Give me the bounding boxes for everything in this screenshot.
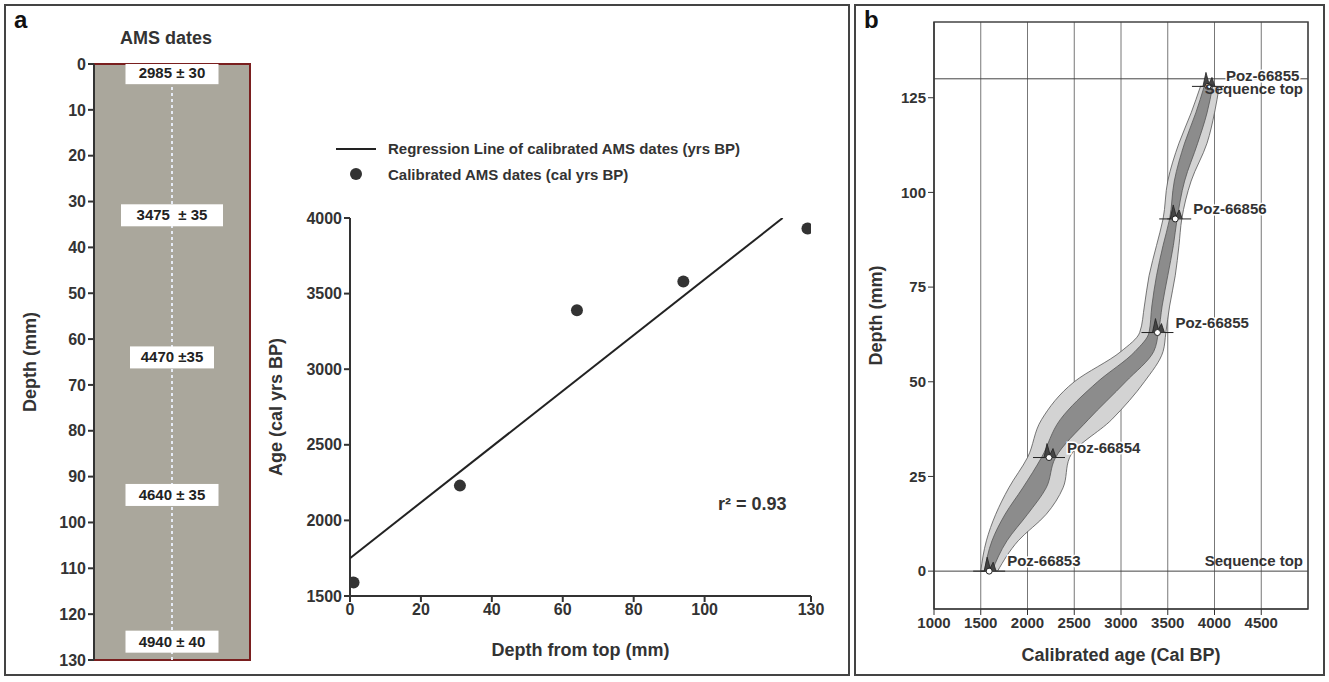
svg-text:Calibrated age (Cal BP): Calibrated age (Cal BP) (1021, 645, 1220, 665)
svg-text:4500: 4500 (1245, 614, 1278, 631)
svg-text:2500: 2500 (1058, 614, 1091, 631)
svg-text:4470 ±35: 4470 ±35 (141, 348, 203, 365)
svg-text:130: 130 (59, 652, 86, 669)
svg-text:30: 30 (68, 193, 86, 210)
svg-text:2000: 2000 (1011, 614, 1044, 631)
html-text:Regression Line of calibrated: Regression Line of calibrated AMS dates … (388, 140, 740, 157)
svg-text:20: 20 (412, 601, 430, 618)
svg-text:100: 100 (59, 514, 86, 531)
svg-text:3000: 3000 (306, 361, 342, 378)
svg-text:120: 120 (59, 606, 86, 623)
svg-text:60: 60 (554, 601, 572, 618)
svg-text:0: 0 (346, 601, 355, 618)
svg-text:80: 80 (625, 601, 643, 618)
svg-text:4000: 4000 (1198, 614, 1231, 631)
svg-text:2500: 2500 (306, 436, 342, 453)
svg-text:100: 100 (691, 601, 718, 618)
svg-text:50: 50 (909, 373, 926, 390)
svg-text:110: 110 (60, 560, 86, 577)
svg-text:60: 60 (68, 331, 86, 348)
svg-text:20: 20 (68, 147, 86, 164)
svg-text:Age (cal yrs BP): Age (cal yrs BP) (266, 338, 286, 476)
svg-text:130: 130 (798, 601, 825, 618)
svg-text:4940 ± 40: 4940 ± 40 (139, 633, 206, 650)
svg-text:90: 90 (68, 468, 86, 485)
svg-text:Poz-66854: Poz-66854 (1067, 439, 1141, 456)
svg-text:0: 0 (918, 562, 926, 579)
html-text:a: a (14, 6, 28, 33)
svg-text:80: 80 (68, 422, 86, 439)
svg-text:2985 ± 30: 2985 ± 30 (139, 64, 206, 81)
svg-text:10: 10 (68, 102, 86, 119)
svg-text:75: 75 (909, 278, 926, 295)
svg-text:125: 125 (901, 89, 926, 106)
svg-text:1000: 1000 (917, 614, 950, 631)
svg-text:4000: 4000 (306, 210, 342, 227)
svg-text:Sequence top: Sequence top (1205, 552, 1303, 569)
svg-text:1500: 1500 (306, 588, 342, 605)
svg-text:0: 0 (77, 56, 86, 73)
svg-text:70: 70 (68, 377, 86, 394)
svg-text:Poz-66853: Poz-66853 (1007, 552, 1080, 569)
svg-text:3475 ± 35: 3475 ± 35 (137, 206, 208, 223)
svg-text:Depth (mm): Depth (mm) (866, 266, 886, 366)
svg-text:3500: 3500 (1151, 614, 1184, 631)
html-text:AMS dates: AMS dates (120, 28, 212, 48)
svg-text:Depth from top (mm): Depth from top (mm) (492, 640, 670, 660)
svg-text:25: 25 (909, 468, 926, 485)
svg-text:4640 ± 35: 4640 ± 35 (139, 486, 206, 503)
svg-text:50: 50 (68, 285, 86, 302)
svg-text:Poz-66856: Poz-66856 (1193, 200, 1266, 217)
svg-text:100: 100 (901, 184, 926, 201)
html-text:Calibrated AMS dates (cal yrs: Calibrated AMS dates (cal yrs BP) (388, 166, 629, 183)
svg-text:2000: 2000 (306, 512, 342, 529)
svg-text:Sequence top: Sequence top (1205, 80, 1303, 97)
svg-text:40: 40 (483, 601, 501, 618)
html-text:r² = 0.93: r² = 0.93 (718, 494, 787, 514)
svg-text:1500: 1500 (964, 614, 997, 631)
svg-text:Poz-66855: Poz-66855 (1226, 67, 1300, 85)
svg-text:Poz-66855: Poz-66855 (1175, 314, 1248, 331)
svg-text:3000: 3000 (1104, 614, 1137, 631)
svg-text:3500: 3500 (306, 285, 342, 302)
html-text:b: b (864, 6, 879, 33)
svg-text:40: 40 (68, 239, 86, 256)
svg-text:Depth (mm): Depth (mm) (20, 312, 40, 412)
